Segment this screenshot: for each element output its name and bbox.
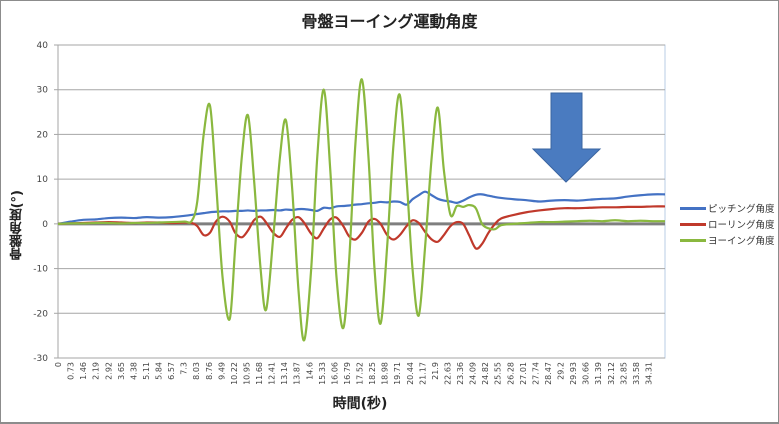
- x-tick-label: 16.79: [343, 362, 352, 385]
- legend: ピッチング角度 ローリング角度 ヨーイング角度: [680, 200, 775, 248]
- x-tick-label: 32.12: [607, 362, 616, 385]
- x-tick-label: 29.93: [569, 362, 578, 385]
- legend-label: ピッチング角度: [708, 204, 775, 215]
- x-tick-label: 15.33: [318, 362, 327, 385]
- series-line-1: [57, 205, 666, 250]
- x-tick-label: 26.28: [506, 362, 515, 385]
- x-tick-label: 10.22: [230, 362, 239, 385]
- x-axis-label: 時間(秒): [332, 396, 388, 412]
- x-tick-label: 5.11: [142, 362, 151, 380]
- y-tick-label: -30: [33, 354, 48, 364]
- x-tick-label: 8.03: [192, 362, 201, 380]
- legend-label: ローリング角度: [708, 220, 775, 231]
- x-tick-label: 2.19: [92, 362, 101, 380]
- x-tick-label: 24.09: [469, 362, 478, 385]
- down-arrow-icon: [531, 92, 602, 183]
- x-tick-label: 21.9: [431, 362, 440, 380]
- x-tick-label: 17.52: [356, 362, 365, 385]
- x-tick-label: 32.85: [619, 362, 628, 385]
- x-tick-label: 28.47: [544, 362, 553, 385]
- y-tick-label: 40: [37, 41, 49, 51]
- x-tick-label: 34.31: [644, 362, 653, 385]
- x-tick-label: 1.46: [79, 362, 88, 380]
- x-tick-label: 4.38: [129, 362, 138, 380]
- y-tick-label: 30: [37, 86, 49, 96]
- x-tick-label: 2.92: [104, 362, 113, 380]
- legend-swatch: [680, 206, 706, 210]
- x-tick-label: 12.41: [268, 362, 277, 385]
- legend-item: ヨーイング角度: [680, 232, 775, 248]
- y-tick-label: -10: [33, 265, 48, 275]
- x-tick-label: 27.74: [531, 362, 540, 385]
- chart-title: 骨盤ヨーイング運動角度: [301, 12, 478, 31]
- legend-item: ピッチング角度: [680, 200, 775, 216]
- x-tick-label: 18.98: [381, 362, 390, 385]
- legend-item: ローリング角度: [680, 216, 775, 232]
- x-tick-label: 31.39: [594, 362, 603, 385]
- x-tick-label: 11.68: [255, 362, 264, 385]
- x-tick-label: 16.06: [330, 362, 339, 385]
- x-tick-label: 7.3: [180, 362, 189, 375]
- x-tick-label: 13.87: [293, 362, 302, 385]
- x-tick-label: 0.73: [67, 362, 76, 380]
- x-tick-label: 18.25: [368, 362, 377, 385]
- y-tick-label: 20: [37, 130, 49, 140]
- y-tick-label: 10: [37, 175, 49, 185]
- legend-swatch: [680, 222, 706, 226]
- y-tick-label: 0: [42, 220, 48, 230]
- x-tick-label: 8.76: [205, 362, 214, 380]
- series-line-2: [57, 78, 666, 342]
- legend-swatch: [680, 238, 706, 242]
- x-tick-label: 21.17: [418, 362, 427, 385]
- x-tick-label: 24.82: [481, 362, 490, 385]
- x-tick-label: 0: [54, 362, 63, 367]
- x-tick-label: 27.01: [519, 362, 528, 385]
- x-tick-label: 10.95: [242, 362, 251, 385]
- x-tick-label: 29.2: [557, 362, 566, 380]
- x-tick-label: 13.14: [280, 362, 289, 385]
- x-tick-label: 30.66: [582, 362, 591, 385]
- x-tick-label: 19.71: [393, 362, 402, 385]
- x-tick-label: 33.58: [632, 362, 641, 385]
- x-tick-label: 9.49: [217, 362, 226, 380]
- x-tick-label: 22.63: [443, 362, 452, 385]
- x-tick-label: 3.65: [117, 362, 126, 380]
- x-tick-label: 23.36: [456, 362, 465, 385]
- x-tick-label: 14.6: [305, 362, 314, 380]
- legend-label: ヨーイング角度: [708, 236, 775, 247]
- x-tick-label: 20.44: [406, 362, 415, 385]
- y-tick-label: -20: [33, 309, 48, 319]
- x-tick-label: 6.57: [167, 362, 176, 380]
- x-tick-label: 5.84: [155, 362, 164, 380]
- x-tick-label: 25.55: [494, 362, 503, 385]
